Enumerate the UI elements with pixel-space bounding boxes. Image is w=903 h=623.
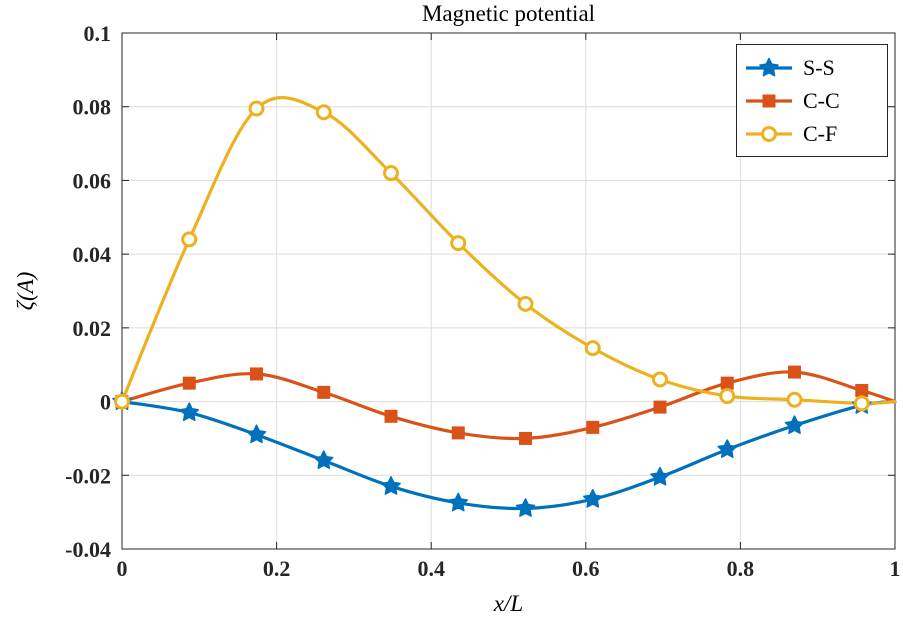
y-tick-label: 0 — [100, 390, 111, 415]
chart-title: Magnetic potential — [421, 1, 596, 26]
pentagram-marker-icon — [448, 492, 469, 512]
square-marker-icon — [317, 385, 331, 399]
x-tick-label: 0.2 — [263, 556, 291, 581]
legend-entry-ss: S-S — [745, 51, 887, 84]
axis-box — [121, 32, 896, 550]
circle-marker-icon — [652, 371, 669, 388]
pentagram-marker-icon — [759, 57, 779, 76]
x-tick-label: 0.8 — [727, 556, 755, 581]
square-marker-icon — [519, 431, 533, 445]
circle-marker-icon — [584, 340, 601, 357]
pentagram-marker-icon — [381, 476, 401, 495]
legend-sample-cf-line-icon — [746, 125, 792, 142]
x-tick-label: 0.6 — [572, 556, 600, 581]
legend-sample-ss-line-icon — [746, 57, 792, 76]
pentagram-marker-icon — [246, 424, 267, 444]
legend: S-S C-C C-F — [736, 44, 888, 157]
y-tick-label: 0.06 — [73, 168, 112, 193]
square-marker-icon — [762, 94, 776, 107]
circle-marker-icon — [786, 391, 803, 408]
square-marker-icon — [653, 400, 667, 414]
x-tick-label: 1 — [890, 556, 901, 581]
y-tick-label: 0.04 — [73, 242, 112, 267]
x-tick-label: 0 — [117, 556, 128, 581]
legend-entry-cf: C-F — [745, 117, 887, 150]
y-tick-label: -0.02 — [65, 463, 111, 488]
circle-marker-icon — [114, 393, 130, 410]
pentagram-marker-icon — [179, 402, 200, 422]
series-line-c-f — [120, 96, 897, 406]
legend-label-cc: C-C — [803, 87, 840, 113]
y-axis-label: ζ(A) — [13, 271, 38, 311]
circle-marker-icon — [719, 388, 736, 405]
x-tick-label: 0.4 — [417, 556, 445, 581]
circle-marker-icon — [761, 125, 777, 142]
pentagram-marker-icon — [313, 450, 334, 469]
legend-entry-cc: C-C — [745, 84, 887, 117]
circle-marker-icon — [315, 104, 332, 121]
pentagram-marker-icon — [717, 439, 738, 458]
square-marker-icon — [250, 367, 264, 381]
legend-sample-cc-line-icon — [746, 94, 792, 107]
series-line-s-s — [120, 400, 897, 511]
y-tick-label: 0.08 — [73, 95, 112, 120]
y-tick-label: 0.02 — [73, 316, 112, 341]
square-marker-icon — [384, 409, 398, 423]
legend-label-ss: S-S — [803, 54, 835, 80]
square-marker-icon — [855, 384, 869, 398]
square-marker-icon — [788, 365, 802, 379]
y-tick-label: -0.04 — [65, 537, 111, 562]
circle-marker-icon — [181, 231, 198, 248]
circle-marker-icon — [383, 165, 400, 182]
circle-marker-icon — [248, 100, 265, 117]
pentagram-marker-icon — [515, 498, 536, 517]
x-axis-label: x/L — [493, 591, 524, 616]
circle-marker-icon — [517, 295, 534, 312]
pentagram-marker-icon — [582, 488, 603, 508]
square-marker-icon — [586, 420, 600, 434]
circle-marker-icon — [450, 235, 467, 252]
pentagram-marker-icon — [784, 415, 805, 434]
square-marker-icon — [182, 376, 196, 390]
square-marker-icon — [720, 376, 734, 390]
pentagram-marker-icon — [650, 466, 670, 486]
circle-marker-icon — [853, 395, 870, 412]
y-tick-label: 0.1 — [84, 21, 112, 46]
legend-label-cf: C-F — [803, 120, 838, 146]
square-marker-icon — [451, 426, 465, 440]
